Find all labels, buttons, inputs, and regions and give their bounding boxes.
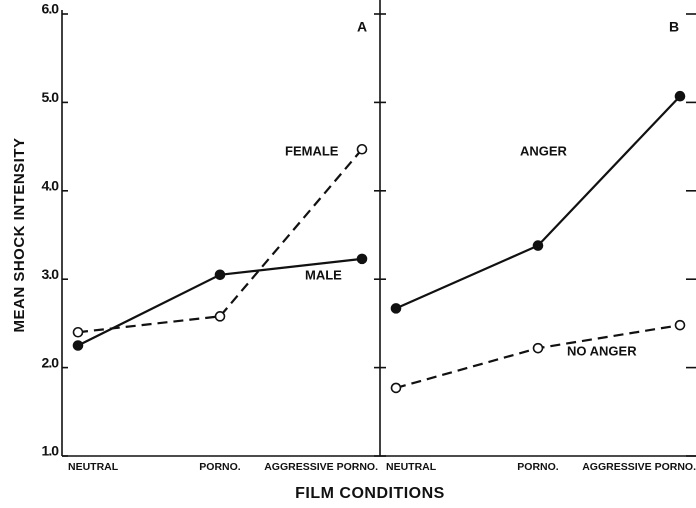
- series-line: [395, 95, 681, 310]
- panel-label: B: [669, 19, 679, 35]
- y-tick-label: 1.0: [42, 443, 60, 459]
- data-point: [214, 269, 226, 281]
- data-point: [356, 253, 368, 265]
- series-line: [395, 324, 681, 389]
- y-tick-label: 3.0: [42, 266, 60, 282]
- x-tick-label: AGGRESSIVE PORNO.: [264, 461, 378, 473]
- data-point: [72, 326, 84, 338]
- x-tick-label: AGGRESSIVE PORNO.: [582, 461, 696, 473]
- x-tick-label: NEUTRAL: [386, 461, 437, 473]
- data-point: [390, 382, 402, 394]
- series-label: MALE: [305, 267, 342, 282]
- x-tick-label: PORNO.: [199, 461, 241, 473]
- data-point: [674, 90, 686, 102]
- data-point: [214, 311, 226, 322]
- y-tick-label: 4.0: [42, 178, 60, 194]
- series-line: [77, 148, 363, 334]
- data-point: [72, 340, 84, 351]
- data-point: [674, 319, 686, 331]
- series-label: FEMALE: [285, 143, 339, 158]
- y-tick-label: 5.0: [42, 89, 60, 105]
- x-axis-label: FILM CONDITIONS: [295, 485, 445, 502]
- series-label: NO ANGER: [567, 343, 637, 358]
- y-tick-label: 2.0: [42, 354, 60, 370]
- data-point: [532, 240, 544, 251]
- y-axis-label: MEAN SHOCK INTENSITY: [11, 137, 28, 332]
- data-point: [532, 342, 544, 354]
- panel-label: A: [357, 19, 367, 35]
- x-tick-label: PORNO.: [517, 461, 559, 473]
- series-label: ANGER: [520, 143, 568, 158]
- y-tick-label: 6.0: [42, 1, 60, 17]
- data-point: [356, 143, 368, 155]
- data-point: [390, 303, 402, 314]
- x-tick-label: NEUTRAL: [68, 461, 119, 473]
